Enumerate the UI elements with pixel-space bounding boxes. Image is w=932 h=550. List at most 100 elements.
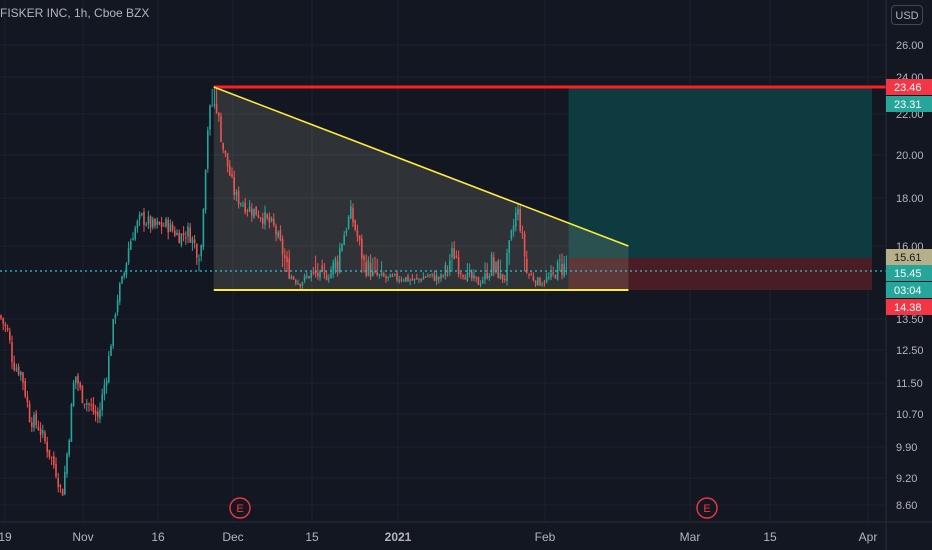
candle-body bbox=[141, 213, 143, 215]
price-axis[interactable]: 26.0024.0022.0020.0018.0016.0013.5012.50… bbox=[885, 0, 932, 550]
earnings-label: E bbox=[703, 503, 710, 515]
candle-body bbox=[438, 276, 440, 280]
candle-body bbox=[413, 278, 416, 280]
candle-body bbox=[270, 218, 273, 222]
candle-body bbox=[506, 252, 508, 282]
candle-body bbox=[466, 272, 469, 281]
candle-body bbox=[284, 255, 286, 258]
candle-body bbox=[328, 278, 330, 280]
candle-body bbox=[35, 413, 37, 426]
candle-body bbox=[453, 248, 455, 259]
candle-body bbox=[171, 224, 174, 231]
candle-body bbox=[387, 276, 389, 278]
candle-body bbox=[193, 239, 196, 244]
candle-body bbox=[389, 274, 392, 278]
candle-body bbox=[2, 318, 4, 324]
candle-body bbox=[361, 238, 363, 259]
candle-body bbox=[189, 227, 191, 243]
candle-body bbox=[9, 331, 11, 341]
candle-body bbox=[374, 271, 376, 273]
candle-body bbox=[266, 214, 268, 218]
candle-body bbox=[295, 280, 297, 284]
drawn-lines bbox=[0, 85, 886, 291]
candle-body bbox=[81, 385, 84, 403]
candle-body bbox=[376, 272, 378, 276]
price-tick-label: 8.60 bbox=[896, 500, 917, 512]
price-label-neutral-bg bbox=[886, 249, 932, 265]
candle-body bbox=[367, 260, 370, 276]
candle-body bbox=[145, 224, 147, 226]
price-label-stop-bg bbox=[886, 299, 932, 315]
candle-body bbox=[94, 410, 97, 415]
candle-body bbox=[68, 440, 70, 455]
price-label-resistance: 23.46 bbox=[894, 82, 922, 94]
price-label-stop: 14.38 bbox=[894, 302, 922, 314]
candle-body bbox=[48, 449, 51, 457]
candle-body bbox=[495, 262, 497, 272]
candle-body bbox=[198, 259, 200, 261]
candle-body bbox=[446, 271, 449, 273]
time-axis[interactable]: 19 Nov 16 Dec 15 2021 Feb Mar 15 Apr bbox=[0, 521, 932, 544]
candle-body bbox=[215, 104, 218, 114]
candle-body bbox=[42, 430, 44, 434]
price-tick-label: 18.00 bbox=[896, 193, 924, 205]
candle-body bbox=[563, 263, 565, 277]
candle-body bbox=[138, 214, 141, 220]
currency-button[interactable]: USD bbox=[891, 5, 923, 25]
candle-body bbox=[402, 280, 405, 282]
candle-body bbox=[116, 299, 119, 313]
candle-body bbox=[391, 275, 394, 277]
candle-body bbox=[92, 403, 95, 412]
candle-body bbox=[526, 258, 528, 273]
candle-body bbox=[121, 276, 123, 284]
candle-body bbox=[55, 463, 57, 477]
candle-body bbox=[488, 275, 491, 279]
candle-body bbox=[473, 275, 475, 279]
candle-body bbox=[539, 278, 541, 286]
candle-body bbox=[523, 233, 526, 257]
candle-body bbox=[57, 478, 59, 488]
time-tick-label: 19 bbox=[0, 530, 12, 544]
candle-body bbox=[163, 225, 165, 227]
candle-body bbox=[484, 273, 486, 280]
candle-body bbox=[240, 203, 242, 205]
candle-body bbox=[301, 282, 304, 286]
candle-body bbox=[176, 232, 178, 235]
candle-body bbox=[70, 404, 73, 442]
candle-body bbox=[548, 276, 550, 279]
candle-body bbox=[290, 276, 293, 279]
candle-body bbox=[422, 277, 425, 280]
candle-body bbox=[330, 273, 332, 279]
price-tick-label: 26.00 bbox=[896, 40, 924, 52]
candle-body bbox=[61, 488, 64, 496]
candle-body bbox=[372, 271, 374, 276]
candle-body bbox=[79, 383, 81, 388]
candle-body bbox=[550, 273, 552, 278]
candle-body bbox=[556, 261, 559, 280]
candle-body bbox=[418, 278, 420, 280]
candle-body bbox=[235, 191, 238, 196]
time-tick-label: Feb bbox=[535, 530, 556, 544]
candle-body bbox=[134, 228, 136, 240]
candle-body bbox=[97, 412, 99, 417]
price-label-target: 23.31 bbox=[894, 99, 922, 111]
candle-body bbox=[132, 238, 134, 241]
price-tick-label: 13.50 bbox=[896, 314, 924, 326]
candle-body bbox=[255, 206, 257, 216]
candle-body bbox=[226, 153, 229, 167]
candle-body bbox=[532, 276, 535, 281]
candle-body bbox=[543, 282, 546, 284]
candle-body bbox=[224, 150, 227, 154]
candle-body bbox=[187, 226, 189, 237]
candle-body bbox=[242, 204, 244, 206]
candle-body bbox=[207, 130, 209, 169]
candle-body bbox=[471, 271, 473, 279]
candle-body bbox=[383, 273, 385, 277]
candle-body bbox=[257, 215, 260, 218]
time-tick-label: Dec bbox=[222, 530, 243, 544]
candle-body bbox=[105, 380, 108, 386]
candle-body bbox=[499, 273, 502, 279]
candle-body bbox=[158, 221, 161, 225]
candle-body bbox=[169, 223, 172, 232]
